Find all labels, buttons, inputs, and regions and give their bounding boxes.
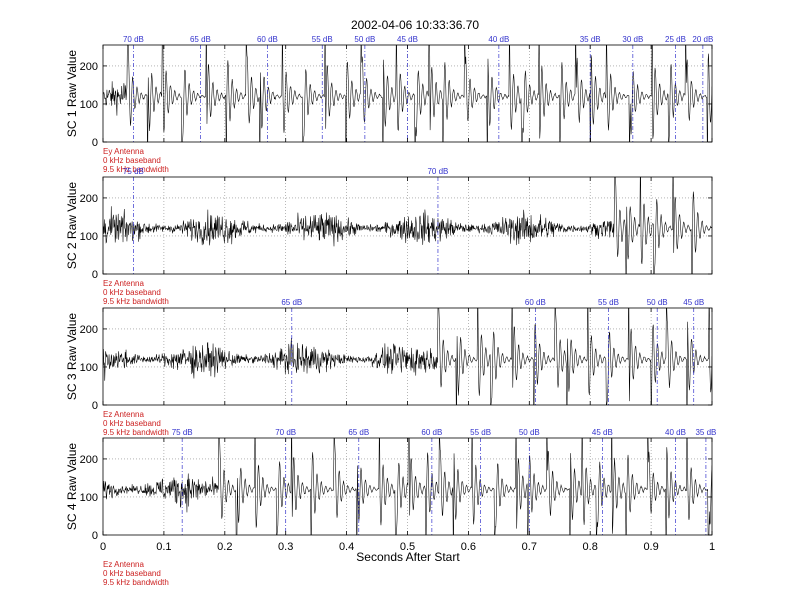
y-tick-label: 100 [80,231,98,243]
x-tick-label: 1 [709,541,715,553]
gain-step-label: 70 dB [427,167,448,176]
gain-step-label: 75 dB [123,167,144,176]
gain-step-label: 55 dB [470,428,491,437]
y-tick-label: 0 [92,137,98,149]
y-axis-label: SC 2 Raw Value [65,182,79,269]
y-tick-label: 200 [80,193,98,205]
panel-1: 70 dB 65 dB 60 dB 55 dB 50 dB 45 dB 40 dB 35 dB… [65,35,713,174]
y-tick-label: 0 [92,400,98,412]
x-axis-label: Seconds After Start [356,550,460,564]
x-tick-label: 0.6 [461,541,476,553]
annotation-line: 0 kHz baseband [103,288,161,297]
y-tick-label: 0 [92,530,98,542]
waveform-series [103,177,712,274]
y-axis-label: SC 1 Raw Value [65,50,79,137]
figure-title: 2002-04-06 10:33:36.70 [351,18,479,32]
annotation-line: 0 kHz baseband [103,419,161,428]
y-axis-label: SC 3 Raw Value [65,313,79,400]
y-tick-label: 100 [80,492,98,504]
gain-step-label: 65 dB [281,298,302,307]
gain-step-label: 70 dB [123,35,144,44]
gain-step-label: 55 dB [312,35,333,44]
annotation-line: 0 kHz baseband [103,569,161,578]
gain-step-label: 45 dB [592,428,613,437]
x-tick-label: 0.3 [278,541,293,553]
x-tick-label: 0.1 [156,541,171,553]
gain-step-label: 50 dB [519,428,540,437]
gain-step-label: 60 dB [257,35,278,44]
gain-step-label: 35 dB [580,35,601,44]
x-tick-label: 0 [100,541,106,553]
panels: 70 dB 65 dB 60 dB 55 dB 50 dB 45 dB 40 dB 35 dB… [65,35,716,587]
x-tick-label: 0.9 [643,541,658,553]
y-tick-label: 200 [80,454,98,466]
annotation-line: 9.5 kHz bandwidth [103,297,169,306]
y-tick-label: 200 [80,324,98,336]
gain-step-label: 25 dB [665,35,686,44]
gain-step-label: 55 dB [598,298,619,307]
annotation-line: Ez Antenna [103,410,144,419]
gain-step-label: 60 dB [525,298,546,307]
gain-step-label: 20 dB [692,35,713,44]
y-tick-label: 200 [80,61,98,73]
annotation-line: Ez Antenna [103,279,144,288]
gain-step-label: 75 dB [172,428,193,437]
x-tick-label: 0.8 [583,541,598,553]
annotation-line: 9.5 kHz bandwidth [103,428,169,437]
gain-step-label: 45 dB [683,298,704,307]
y-tick-label: 0 [92,269,98,281]
annotation-line: 0 kHz baseband [103,156,161,165]
y-axis-label: SC 4 Raw Value [65,443,79,530]
gain-step-label: 40 dB [665,428,686,437]
annotation-line: Ez Antenna [103,560,144,569]
x-tick-label: 0.5 [400,541,415,553]
gain-step-label: 30 dB [622,35,643,44]
gain-step-label: 45 dB [397,35,418,44]
annotation-line: 9.5 kHz bandwidth [103,578,169,587]
x-tick-label: 0.2 [217,541,232,553]
gain-step-label: 60 dB [421,428,442,437]
gain-step-label: 70 dB [275,428,296,437]
y-tick-label: 100 [80,362,98,374]
gain-step-label: 65 dB [348,428,369,437]
x-tick-label: 0.7 [522,541,537,553]
annotation-line: 9.5 kHz bandwidth [103,165,169,174]
gain-step-label: 50 dB [354,35,375,44]
gain-step-label: 65 dB [190,35,211,44]
gain-step-label: 50 dB [647,298,668,307]
waveform-series [103,438,712,535]
x-tick-label: 0.4 [339,541,354,553]
panel-4: 75 dB 70 dB 65 dB 60 dB 55 dB 50 dB 45 dB 40 dB… [65,428,716,587]
gain-step-label: 35 dB [695,428,716,437]
waveform-series [103,308,712,405]
y-tick-label: 100 [80,99,98,111]
gain-step-label: 40 dB [488,35,509,44]
annotation-line: Ey Antenna [103,147,144,156]
